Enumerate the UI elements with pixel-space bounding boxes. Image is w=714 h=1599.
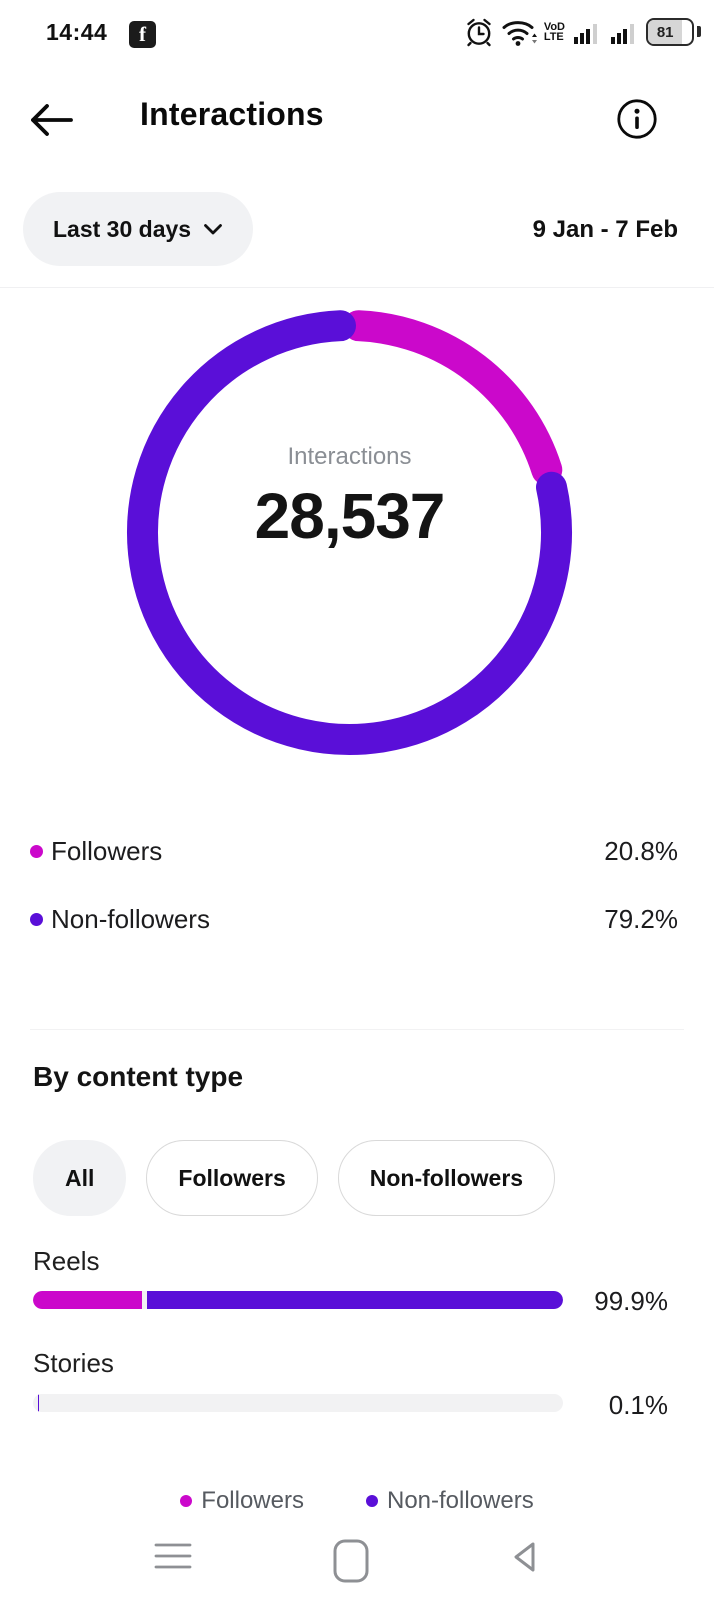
status-icons: VoD LTE 81 [464,17,701,47]
clock-time: 14:44 [46,19,108,45]
footer-legend: Followers Non-followers [0,1487,714,1514]
footer-legend-non-followers: Non-followers [365,1487,534,1514]
chevron-down-icon [204,223,222,234]
bar-reels [33,1291,563,1309]
chip-followers[interactable]: Followers [146,1140,318,1216]
period-label: Last 30 days [53,215,192,242]
legend-value: 20.8% [604,835,678,866]
legend-label: Followers [51,835,163,866]
facebook-notification-icon: f [129,21,156,48]
followers-dot-icon [180,1495,193,1507]
interactions-donut: Interactions 28,537 [119,302,580,763]
donut-segment-0 [343,310,563,486]
section-heading: By content type [33,1061,244,1092]
bar-reels-non-followers-segment [147,1291,563,1309]
nav-home-button[interactable] [331,1538,371,1587]
system-navbar [0,1514,714,1599]
content-filter-chips: All Followers Non-followers [33,1140,556,1216]
non-followers-dot-icon [365,1495,378,1507]
back-triangle-icon [514,1542,535,1572]
legend-label: Non-followers [51,903,210,934]
donut-center-value: 28,537 [254,480,446,552]
home-square-icon [333,1539,369,1583]
bar-label-reels: Reels [33,1246,100,1276]
menu-icon [154,1543,192,1569]
footer-legend-followers: Followers [180,1487,304,1514]
chip-all[interactable]: All [33,1140,127,1216]
divider [30,1029,684,1030]
bar-stories [33,1394,563,1412]
info-icon [617,99,657,139]
donut-chart [127,310,572,755]
info-button[interactable] [616,98,658,140]
back-arrow-icon [31,104,73,136]
legend-row-followers: Followers 20.8% [30,833,678,869]
signal-bars-sim2-icon [611,24,634,44]
bar-reels-followers-segment [33,1291,143,1309]
period-dropdown[interactable]: Last 30 days [23,192,254,266]
followers-dot-icon [30,844,43,858]
nav-back-button[interactable] [506,1538,544,1579]
volte-icon: VoD LTE [543,21,565,43]
donut-segment-1 [127,310,572,755]
bar-label-stories: Stories [33,1348,114,1378]
legend-row-non-followers: Non-followers 79.2% [30,901,678,937]
legend-value: 79.2% [604,903,678,934]
page-title: Interactions [140,96,324,132]
header: Interactions [0,90,714,150]
bar-value-reels: 99.9% [594,1286,668,1316]
donut-center: Interactions 28,537 [119,443,580,553]
alarm-icon [467,18,491,47]
non-followers-dot-icon [30,912,43,926]
nav-menu-button[interactable] [150,1538,196,1577]
back-button[interactable] [28,98,84,142]
bar-value-stories: 0.1% [608,1390,668,1420]
divider [0,287,714,288]
bar-stories-non-followers-segment [38,1394,39,1412]
chip-non-followers[interactable]: Non-followers [337,1140,556,1216]
donut-center-label: Interactions [287,443,412,470]
battery-level: 81 [648,20,683,44]
date-range: 9 Jan - 7 Feb [532,216,678,243]
status-bar: 14:44 f VoD [0,12,714,54]
battery-icon: 81 [646,18,701,46]
signal-bars-sim1-icon [574,24,597,44]
wifi-icon [502,21,537,46]
